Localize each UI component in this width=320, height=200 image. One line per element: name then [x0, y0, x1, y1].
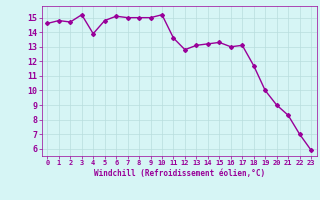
X-axis label: Windchill (Refroidissement éolien,°C): Windchill (Refroidissement éolien,°C)	[94, 169, 265, 178]
